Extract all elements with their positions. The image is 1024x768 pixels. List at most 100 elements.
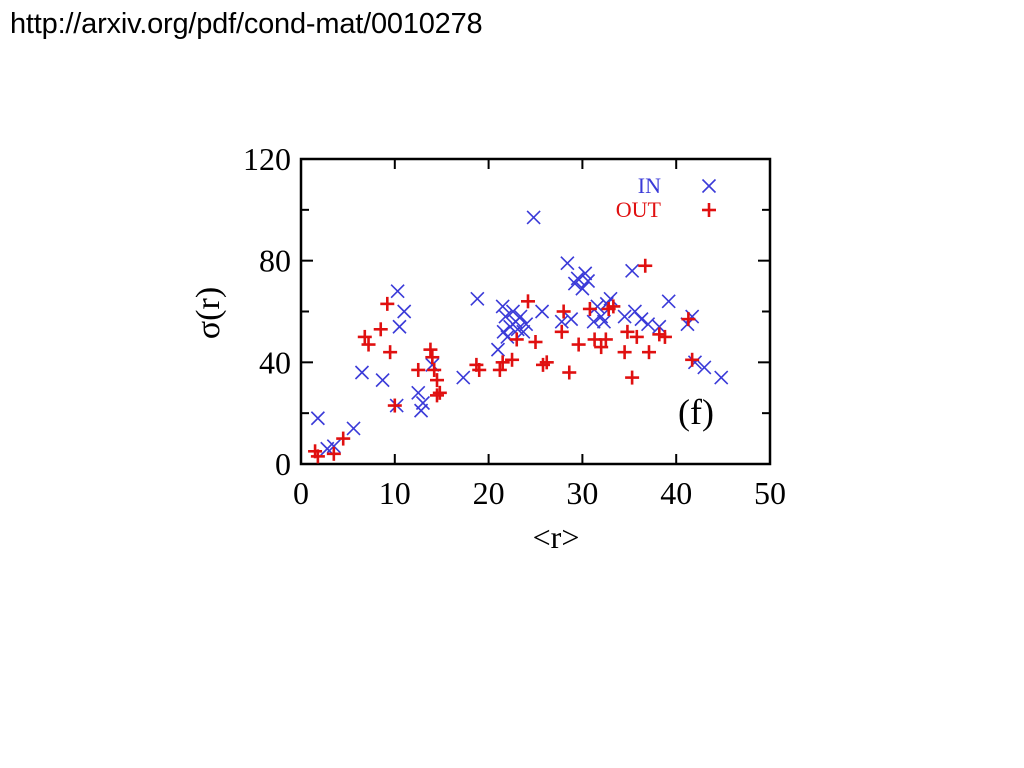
y-tick-label: 40 xyxy=(259,344,291,380)
data-point xyxy=(657,329,672,344)
data-point xyxy=(361,337,376,352)
data-point xyxy=(526,210,541,225)
data-point xyxy=(575,281,590,296)
legend-marker-out xyxy=(702,203,716,217)
data-point xyxy=(470,291,485,306)
data-point xyxy=(562,365,577,380)
data-point xyxy=(582,301,597,316)
data-point xyxy=(411,362,426,377)
data-point xyxy=(387,398,402,413)
data-point xyxy=(528,335,543,349)
y-tick-label: 120 xyxy=(243,141,291,177)
data-point xyxy=(310,449,325,464)
data-point xyxy=(392,319,407,334)
data-point xyxy=(430,373,445,388)
x-tick-label: 20 xyxy=(473,475,505,511)
data-point xyxy=(423,342,438,357)
y-axis: 0 40 80 120 xyxy=(243,141,770,482)
data-point xyxy=(554,314,569,329)
data-point xyxy=(430,388,445,403)
data-point xyxy=(687,355,703,370)
data-point xyxy=(411,385,426,400)
data-point xyxy=(472,362,487,377)
data-point xyxy=(310,411,325,426)
data-point xyxy=(326,439,341,454)
data-point xyxy=(456,370,471,385)
data-point xyxy=(373,322,388,337)
data-point xyxy=(346,421,361,436)
legend-label-out: OUT xyxy=(616,197,662,222)
data-point xyxy=(714,370,729,385)
data-point xyxy=(519,317,534,332)
source-url: http://arxiv.org/pdf/cond-mat/0010278 xyxy=(10,8,483,40)
data-point xyxy=(580,273,596,289)
data-point xyxy=(556,304,571,319)
data-point xyxy=(498,309,513,324)
series-out xyxy=(308,258,700,464)
data-point xyxy=(326,446,341,461)
legend-label-in: IN xyxy=(638,173,661,198)
data-point xyxy=(571,337,586,352)
x-tick-label: 40 xyxy=(660,475,692,511)
data-point xyxy=(495,355,510,370)
data-point xyxy=(590,299,605,314)
data-point xyxy=(638,258,653,273)
data-point xyxy=(357,329,372,344)
data-point xyxy=(539,355,554,370)
data-point xyxy=(390,284,405,299)
data-point xyxy=(354,365,370,380)
series-in xyxy=(310,210,729,456)
data-point xyxy=(620,324,635,339)
data-point xyxy=(685,352,700,367)
y-tick-label: 80 xyxy=(259,243,291,279)
data-point xyxy=(492,362,507,377)
data-point xyxy=(625,370,640,385)
data-point xyxy=(625,263,640,278)
data-point xyxy=(598,332,613,347)
data-point xyxy=(560,256,575,271)
data-point xyxy=(640,317,656,332)
data-point xyxy=(336,431,351,446)
data-point xyxy=(380,296,395,311)
data-point xyxy=(578,266,593,281)
x-tick-label: 30 xyxy=(566,475,598,511)
data-point xyxy=(520,294,535,309)
data-point xyxy=(513,309,528,324)
data-point xyxy=(617,309,632,324)
data-point xyxy=(505,352,520,367)
data-point xyxy=(535,304,550,319)
data-point xyxy=(661,294,676,309)
data-point xyxy=(641,345,656,360)
data-point xyxy=(397,304,412,319)
data-point xyxy=(697,360,712,375)
data-point xyxy=(383,345,398,360)
data-point xyxy=(425,350,440,365)
data-point xyxy=(564,312,579,327)
x-tick-label: 10 xyxy=(379,475,411,511)
data-point xyxy=(594,309,609,324)
x-axis-label: <r> xyxy=(533,519,580,555)
data-point xyxy=(629,329,644,344)
data-point xyxy=(596,314,612,329)
data-point xyxy=(509,332,524,347)
panel-label: (f) xyxy=(678,392,714,432)
data-point xyxy=(617,345,632,360)
x-tick-label: 50 xyxy=(754,475,786,511)
data-point xyxy=(495,299,510,314)
data-point xyxy=(490,342,506,357)
data-point xyxy=(594,340,609,355)
data-point xyxy=(505,304,521,319)
data-point xyxy=(375,373,390,388)
data-point xyxy=(634,312,649,327)
series-layer xyxy=(308,210,729,464)
legend-marker-in xyxy=(701,178,717,194)
y-tick-label: 0 xyxy=(275,446,291,482)
data-point xyxy=(603,291,618,306)
data-point xyxy=(415,395,431,411)
x-tick-label: 0 xyxy=(293,475,309,511)
y-axis-label: σ(r) xyxy=(190,287,227,339)
data-point xyxy=(516,324,531,339)
data-point xyxy=(432,385,447,400)
